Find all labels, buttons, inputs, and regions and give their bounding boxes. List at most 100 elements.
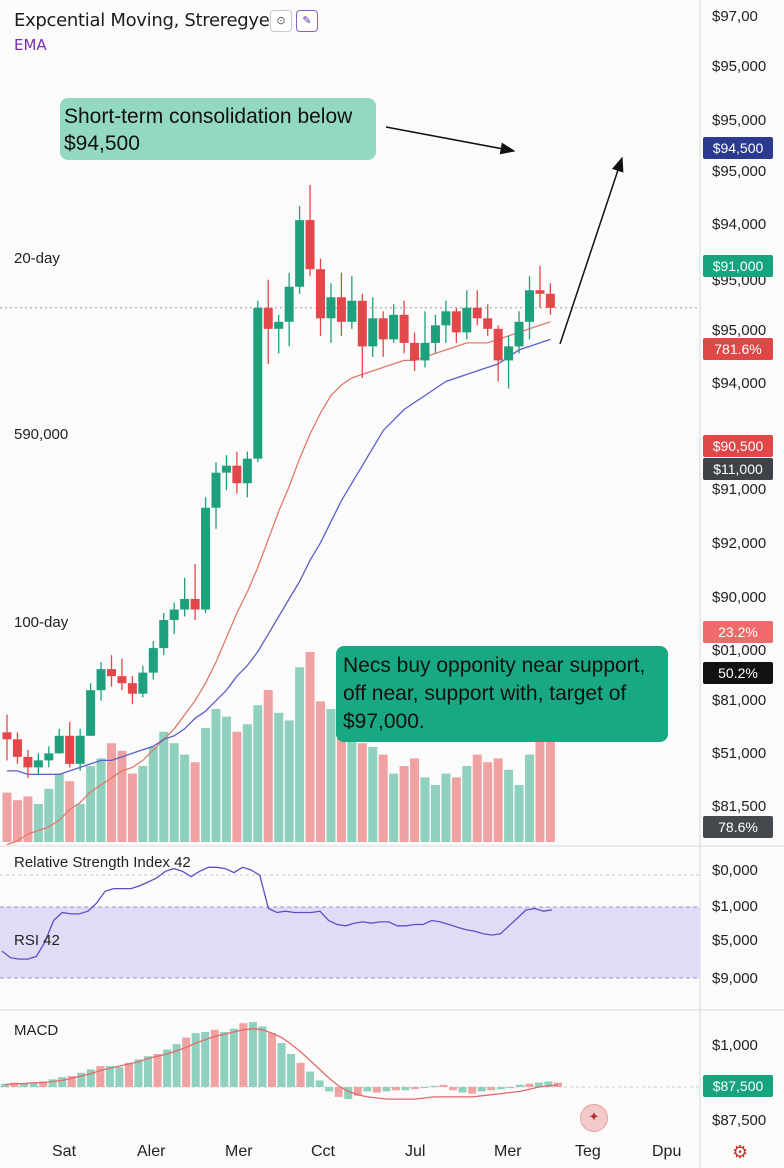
x-axis-label: Jul <box>405 1143 426 1160</box>
macd-histogram-bar <box>86 1069 95 1087</box>
candle-body <box>420 342 430 361</box>
volume-bar <box>159 731 169 842</box>
indicator-settings-button[interactable]: ⊙ <box>270 10 292 32</box>
candle-body <box>357 300 367 347</box>
candle-body <box>12 739 22 757</box>
candle-body <box>368 318 378 347</box>
volume-bar <box>493 758 503 842</box>
volume-bar <box>368 747 378 842</box>
annotation-arrow <box>385 126 516 155</box>
volume-bar <box>504 769 514 842</box>
price-axis-label: $95,000 <box>712 58 767 75</box>
price-tag-support: $90,500 <box>703 435 773 457</box>
price-axis-label: $90,000 <box>712 589 767 606</box>
macd-histogram-bar <box>496 1087 505 1090</box>
candle-body <box>148 648 158 673</box>
macd-histogram-bar <box>20 1083 29 1087</box>
volume-bar <box>326 709 336 842</box>
candle-body <box>410 342 420 361</box>
rsi-axis-label: $1,000 <box>712 898 758 915</box>
ma20-label: 20-day <box>14 250 60 267</box>
volume-bar <box>54 773 64 842</box>
macd-histogram-bar <box>506 1087 515 1089</box>
macd-histogram-bar <box>39 1081 48 1087</box>
price-tag-volume: 78.6% <box>703 816 773 838</box>
volume-bar <box>107 743 116 842</box>
macd-histogram-bar <box>153 1054 162 1087</box>
candle-body <box>253 307 263 459</box>
volume-bar <box>472 754 482 842</box>
price-axis-label: $81,000 <box>712 692 767 709</box>
macd-axis-label: $1,000 <box>712 1037 758 1054</box>
macd-histogram-bar <box>401 1087 410 1091</box>
macd-histogram-bar <box>229 1028 238 1087</box>
macd-axis-label: $87,500 <box>712 1112 767 1129</box>
macd-histogram-bar <box>325 1087 334 1092</box>
volume-bar <box>232 731 242 842</box>
volume-bar <box>451 777 461 842</box>
settings-gear-icon[interactable]: ⚙ <box>732 1142 749 1163</box>
macd-histogram-bar <box>10 1082 19 1087</box>
volume-bar <box>75 804 85 842</box>
macd-histogram-bar <box>201 1032 210 1087</box>
volume-bar <box>357 743 367 842</box>
x-axis-label: Cct <box>311 1143 335 1160</box>
candle-body <box>284 286 294 322</box>
macd-histogram-bar <box>544 1081 553 1087</box>
candle-body <box>326 297 336 319</box>
volume-bar <box>274 712 284 842</box>
price-axis-label: $95,000 <box>712 322 767 339</box>
volume-bar <box>399 766 409 842</box>
candle-body <box>535 290 545 294</box>
candle-body <box>96 669 106 691</box>
macd-histogram-bar <box>267 1033 276 1087</box>
volume-bar <box>201 728 211 842</box>
volume-bar <box>65 781 75 842</box>
volume-bar <box>138 766 148 842</box>
macd-signal-line <box>4 1028 559 1100</box>
candle-body <box>33 760 43 768</box>
macd-histogram-bar <box>306 1071 315 1087</box>
x-axis-label: Teg <box>575 1143 601 1160</box>
candle-body <box>138 672 148 694</box>
macd-histogram-bar <box>258 1026 267 1087</box>
candle-body <box>242 458 252 484</box>
candle-body <box>65 735 75 764</box>
rsi-axis-label: $0,000 <box>712 862 758 879</box>
macd-histogram-bar <box>315 1080 324 1087</box>
candle-body <box>514 321 524 347</box>
macd-histogram-bar <box>287 1054 296 1087</box>
candle-body <box>504 346 514 361</box>
candle-body <box>472 307 482 319</box>
volume-bar <box>221 716 231 842</box>
price-axis-label: $94,000 <box>712 216 767 233</box>
ema-indicator-label: EMA <box>14 36 47 54</box>
candle-body <box>2 732 12 740</box>
macd-histogram-bar <box>334 1087 343 1097</box>
macd-histogram-bar <box>58 1077 67 1087</box>
macd-histogram-bar <box>420 1087 429 1089</box>
price-axis-label: $97,00 <box>712 8 758 25</box>
volume-bar <box>514 785 524 842</box>
candle-body <box>316 269 325 319</box>
drawing-tool-button[interactable]: ✎ <box>296 10 318 32</box>
rsi-band <box>0 907 700 978</box>
volume-bar <box>190 762 200 842</box>
candle-body <box>221 465 231 473</box>
macd-histogram-bar <box>344 1087 353 1100</box>
volume-bar <box>180 754 190 842</box>
volume-bar <box>316 701 325 842</box>
x-axis-label: Mer <box>225 1143 253 1160</box>
rsi-level-label: RSI 42 <box>14 932 60 949</box>
price-tag-ma100: 23.2% <box>703 621 773 643</box>
alert-marker-icon[interactable]: ✦ <box>580 1104 608 1132</box>
ema-fast-line <box>6 321 551 846</box>
price-axis-label: $01,000 <box>712 642 767 659</box>
volume-bar <box>96 758 106 842</box>
candle-body <box>451 311 461 333</box>
candle-body <box>180 598 190 610</box>
candle-body <box>232 465 242 484</box>
macd-histogram-bar <box>1 1083 9 1087</box>
macd-histogram-bar <box>124 1062 133 1087</box>
